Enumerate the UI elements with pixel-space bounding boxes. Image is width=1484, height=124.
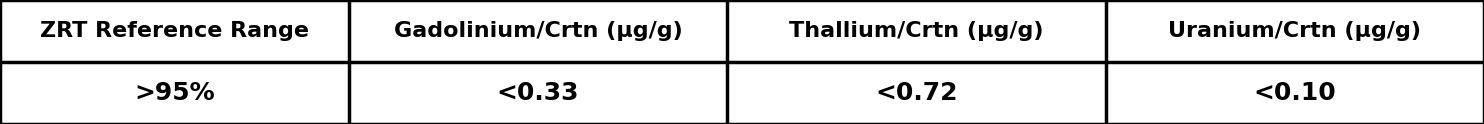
Text: Gadolinium/Crtn (μg/g): Gadolinium/Crtn (μg/g): [393, 21, 683, 41]
Text: >95%: >95%: [134, 81, 215, 105]
Text: Thallium/Crtn (μg/g): Thallium/Crtn (μg/g): [789, 21, 1043, 41]
Text: Uranium/Crtn (μg/g): Uranium/Crtn (μg/g): [1168, 21, 1422, 41]
Text: <0.10: <0.10: [1254, 81, 1336, 105]
Text: <0.72: <0.72: [876, 81, 957, 105]
Text: <0.33: <0.33: [497, 81, 579, 105]
Text: ZRT Reference Range: ZRT Reference Range: [40, 21, 309, 41]
